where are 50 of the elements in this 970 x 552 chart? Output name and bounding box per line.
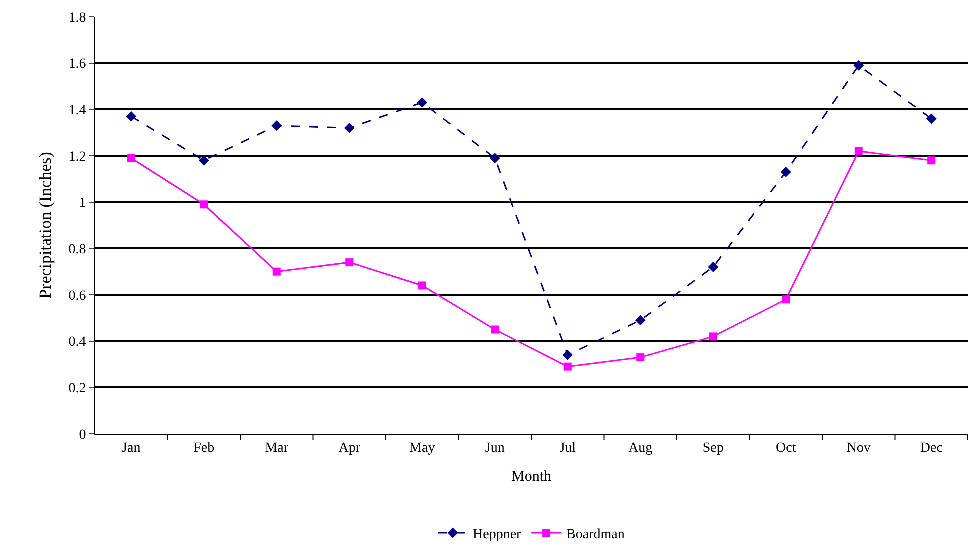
point [417, 98, 428, 108]
point [636, 354, 645, 362]
legend-label: Boardman [566, 527, 625, 542]
x-tick-label: May [410, 440, 436, 456]
point [200, 200, 208, 209]
x-axis-title: Month [511, 468, 552, 485]
point [346, 258, 354, 267]
point [272, 120, 282, 132]
y-tick-label: 0.2 [68, 382, 86, 397]
x-tick-label: Nov [846, 440, 871, 456]
y-tick-label: 0.4 [68, 335, 86, 350]
point [928, 156, 936, 165]
point [708, 262, 719, 272]
point [709, 332, 718, 341]
point [780, 167, 792, 178]
x-tick-label: Feb [194, 440, 215, 456]
x-tick-label: Sep [702, 440, 724, 456]
y-tick-label: 1.8 [68, 10, 86, 26]
x-tick-label: Jul [560, 440, 576, 456]
x-tick-label: Apr [338, 440, 361, 456]
point [491, 326, 500, 334]
point [854, 60, 864, 71]
point [272, 268, 281, 276]
x-tick-label: Dec [920, 440, 943, 456]
y-tick-label: 0.6 [68, 288, 86, 304]
point [926, 114, 937, 124]
y-tick-label: 1.2 [68, 150, 86, 165]
y-tick-label: 0 [79, 428, 86, 443]
y-tick-label: 1.4 [68, 104, 86, 119]
point [854, 147, 863, 156]
point [564, 362, 572, 371]
point [344, 123, 355, 134]
point [782, 296, 790, 304]
point [127, 154, 136, 162]
point [198, 155, 210, 166]
point [562, 350, 574, 360]
legend-label: Heppner [473, 527, 522, 542]
point [126, 111, 137, 122]
y-tick-label: 1.6 [68, 57, 86, 72]
x-tick-label: Oct [776, 440, 796, 456]
point [418, 282, 426, 290]
x-tick-label: Jan [122, 440, 141, 456]
x-tick-label: Jun [485, 440, 505, 456]
x-tick-label: Mar [265, 440, 289, 456]
y-axis-title: Precipitation (Inches) [36, 152, 55, 299]
y-tick-label: 0.8 [68, 242, 86, 258]
point [490, 153, 500, 164]
point [635, 315, 646, 326]
x-tick-label: Aug [628, 440, 653, 456]
y-tick-label: 1 [79, 196, 86, 212]
